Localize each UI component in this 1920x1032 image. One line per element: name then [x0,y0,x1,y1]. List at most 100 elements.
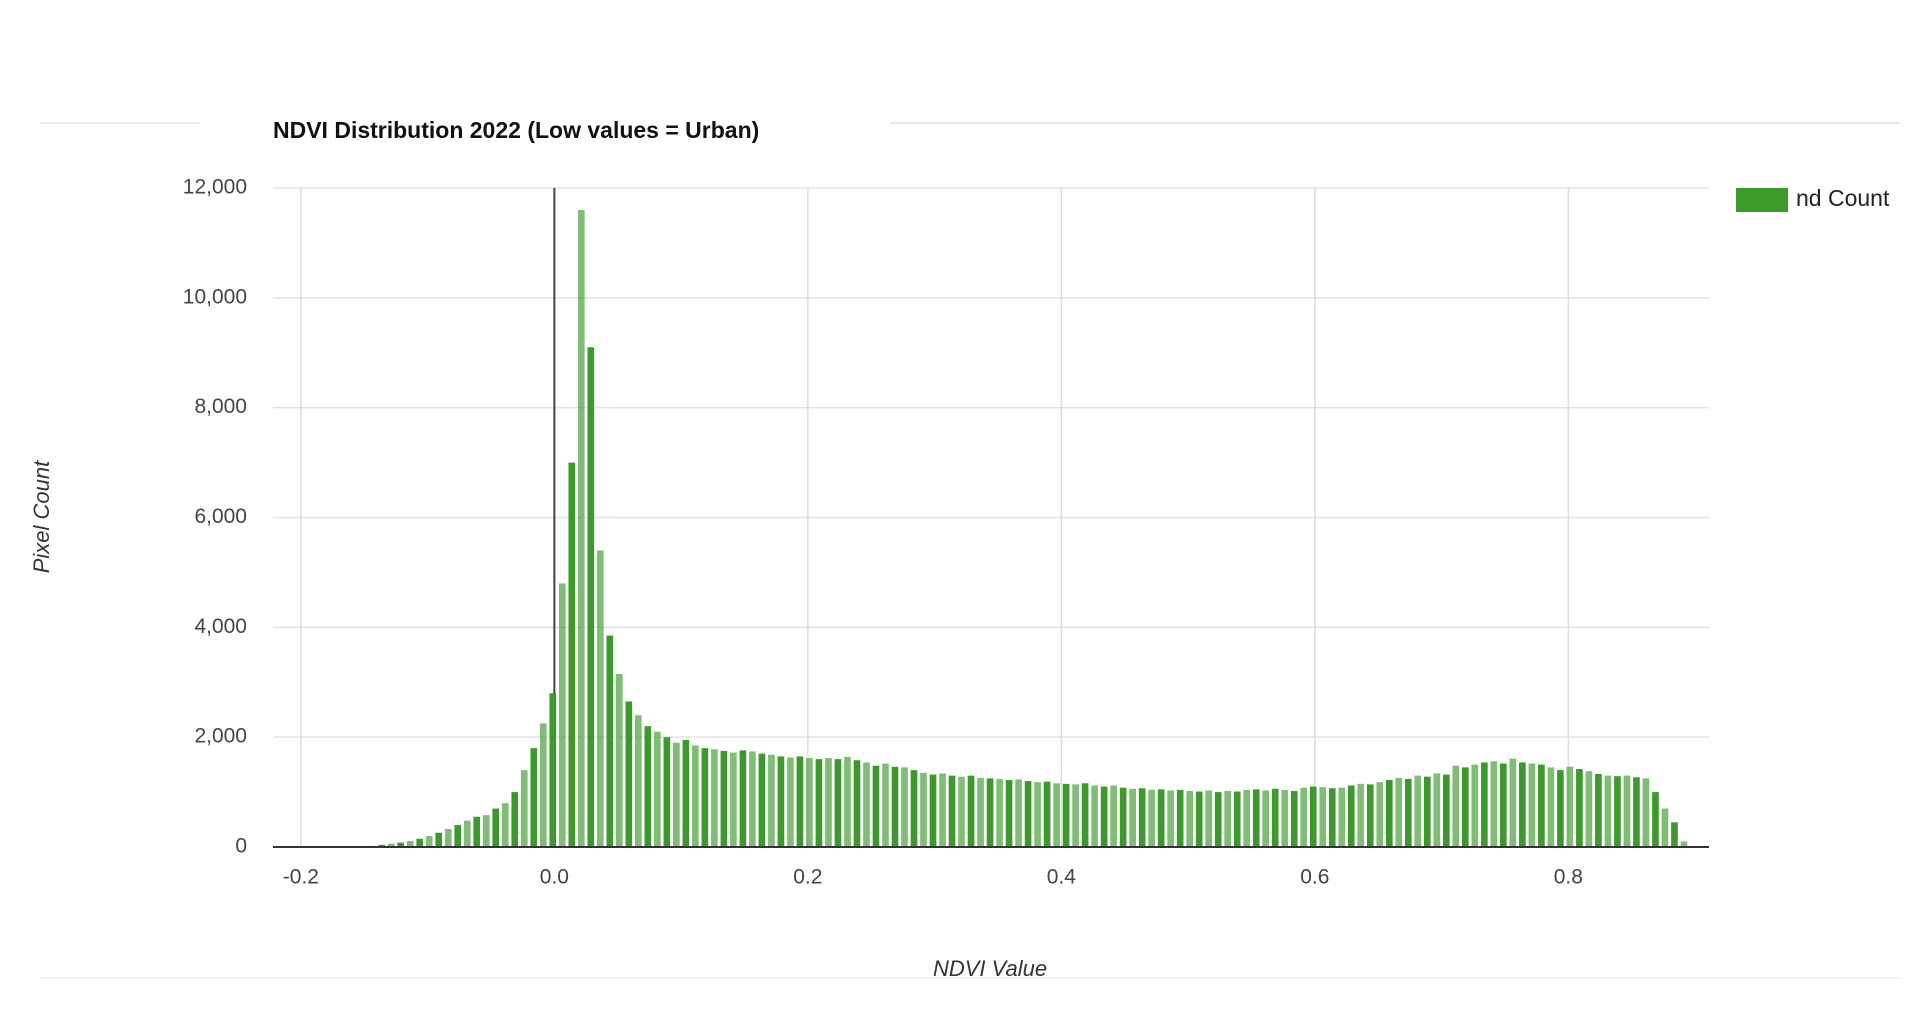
y-tick-label: 12,000 [183,176,247,199]
bar [1138,788,1146,847]
bar [758,753,766,847]
bar [1243,789,1251,847]
bar [844,756,851,847]
bar [1395,777,1403,847]
bar [749,751,756,847]
bar [1309,786,1317,847]
bar [1338,787,1346,847]
bar [1072,784,1079,847]
y-tick-label: 0 [235,835,247,858]
bar [948,775,956,847]
bar [863,762,870,847]
bar [1557,770,1564,847]
y-tick-label: 6,000 [194,505,247,528]
bar [901,767,908,847]
bar [568,462,576,847]
bar [929,774,937,847]
x-tick-label: 0.8 [1554,866,1583,889]
bar [587,347,595,847]
bar [777,756,785,847]
bar [1519,762,1526,847]
bar [615,674,623,847]
bar [1585,771,1593,847]
bar [1633,777,1640,847]
bar [530,748,538,847]
bar [787,757,794,847]
x-axis-title: NDVI Value [933,956,1047,981]
bar [378,844,386,847]
bar [920,772,927,847]
bar [1290,790,1298,847]
bar [939,773,946,847]
bar [1157,789,1165,847]
x-tick-label: 0.6 [1300,866,1329,889]
bar [387,843,395,847]
bar [1481,762,1488,847]
bar [406,840,414,847]
bar [1300,787,1308,847]
bar [701,748,709,847]
legend-label: nd Count [1796,185,1890,211]
bar [558,583,566,847]
bar [1366,784,1374,847]
bar [1661,808,1669,847]
bar [1566,766,1574,847]
bar [1652,792,1659,847]
y-tick-label: 2,000 [194,725,247,748]
bar [1604,775,1612,847]
bar [910,770,918,847]
bar [606,635,614,847]
bar [1462,767,1469,847]
bar [768,754,775,847]
bar [853,760,861,847]
bar [1100,786,1108,847]
bar [482,815,490,847]
bar [1614,776,1621,847]
bar [644,726,652,847]
bar [1528,763,1536,847]
bar [501,803,509,847]
bar [1062,783,1070,847]
bar [1414,775,1422,847]
bar [1347,785,1355,847]
bar [397,842,405,847]
bar [739,750,747,847]
bar [1015,779,1022,847]
bar [1281,789,1289,847]
bar [1442,774,1450,847]
bar [1262,790,1270,847]
bar [720,750,728,847]
bar [1452,765,1460,847]
bar [1328,788,1336,847]
bar [1167,790,1174,847]
bar [1205,790,1213,847]
bar [730,752,737,847]
bar [1357,783,1365,847]
bar [1034,782,1041,847]
y-tick-label: 4,000 [194,615,247,638]
bar [511,792,519,847]
bar [692,745,699,847]
bar [1385,780,1393,847]
bar [663,737,671,847]
bar [682,739,690,847]
bar [986,778,994,847]
bar [711,749,718,847]
y-axis-title: Pixel Count [29,460,54,573]
legend-swatch [1736,188,1788,212]
bar [1233,791,1241,847]
bar [996,778,1003,847]
bar [463,820,471,847]
bar [1176,789,1184,847]
bar [1509,758,1517,847]
bar [1538,764,1545,847]
bar [654,731,661,847]
x-tick-label: 0.2 [793,866,822,889]
bar [1186,790,1193,847]
bar [435,832,443,847]
bar [872,765,880,847]
bar [1471,764,1479,847]
bar [891,766,899,847]
bar [1119,787,1127,847]
